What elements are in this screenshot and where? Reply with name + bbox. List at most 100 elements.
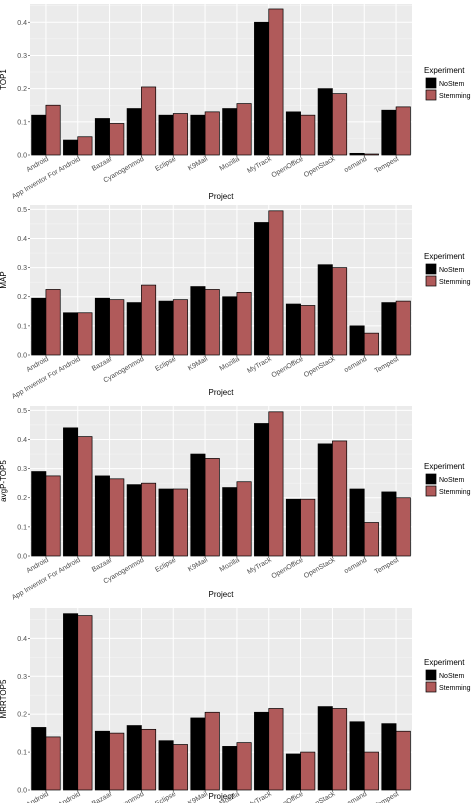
x-tick-label-openstack: OpenStack <box>303 556 337 580</box>
bar-stemming-eclipse <box>172 744 188 791</box>
bar-stemming-bazaar <box>109 123 125 156</box>
x-tick-label-mytrack: MyTrack <box>246 155 273 175</box>
y-axis-title: MRRTOP5 <box>0 679 8 718</box>
bar-nostem-k9mail <box>190 286 206 356</box>
x-tick-label-tempest: Tempest <box>374 156 400 175</box>
y-axis-title: avgP-TOP5 <box>0 460 8 502</box>
y-tick-label: 0.0 <box>17 554 27 561</box>
bar-stemming-mozilla <box>236 742 252 791</box>
legend-key-stemming <box>425 275 437 287</box>
bar-nostem-openstack <box>317 88 333 156</box>
bar-stemming-eclipse <box>172 488 188 557</box>
bar-nostem-android <box>31 471 47 557</box>
y-tick-label: 0.0 <box>17 353 27 360</box>
bar-stemming-k9mail <box>204 458 220 557</box>
bar-nostem-eclipse <box>158 488 174 557</box>
bar-stemming-eclipse <box>172 113 188 156</box>
y-tick-label: 0.1 <box>17 323 27 330</box>
bar-nostem-k9mail <box>190 114 206 156</box>
y-tick-label: 0.1 <box>17 750 27 757</box>
bar-stemming-cyanogenmod <box>141 728 157 791</box>
bar-stemming-mytrack <box>268 8 284 156</box>
bar-stemming-k9mail <box>204 289 220 356</box>
legend-title: Experiment <box>424 462 465 471</box>
legend-key-nostem <box>425 473 437 485</box>
plot-panel <box>30 4 412 155</box>
bar-nostem-bazaar <box>94 297 110 356</box>
bar-stemming-cyanogenmod <box>141 284 157 356</box>
bar-nostem-k9mail <box>190 453 206 557</box>
bar-nostem-tempest <box>381 109 397 156</box>
y-tick-label: 0.2 <box>17 294 27 301</box>
y-tick-label: 0.2 <box>17 495 27 502</box>
bar-nostem-osmand <box>349 721 365 791</box>
x-tick-label-tempest: Tempest <box>374 557 400 576</box>
legend-key-stemming <box>425 485 437 497</box>
bar-nostem-mytrack <box>254 21 270 156</box>
bar-nostem-android <box>31 297 47 356</box>
y-axis-title: TOP1 <box>0 69 8 90</box>
bar-stemming-osmand <box>363 522 379 557</box>
bar-nostem-openstack <box>317 443 333 557</box>
legend-label-nostem: NoStem <box>439 267 464 274</box>
bar-stemming-openoffice <box>300 751 316 791</box>
legend: Experiment NoStem Stemming <box>424 658 471 693</box>
x-tick-label-bazaar: Bazaar <box>91 790 114 803</box>
x-axis-title: Project <box>209 388 235 397</box>
x-tick-label-openstack: OpenStack <box>303 790 337 803</box>
bar-nostem-mozilla <box>222 296 238 356</box>
bar-stemming-osmand <box>363 332 379 356</box>
bar-nostem-openoffice <box>285 498 301 557</box>
bar-stemming-cyanogenmod <box>141 86 157 156</box>
legend-label-stemming: Stemming <box>439 685 471 692</box>
bar-stemming-tempest <box>395 106 411 156</box>
bar-stemming-app-inventor-for-android <box>77 136 93 156</box>
y-tick-label: 0.5 <box>17 207 27 214</box>
bar-nostem-cyanogenmod <box>126 302 142 356</box>
y-tick-label: 0.3 <box>17 53 27 60</box>
legend-label-nostem: NoStem <box>439 477 464 484</box>
y-tick-label: 0.4 <box>17 636 27 643</box>
bar-stemming-openoffice <box>300 305 316 356</box>
x-tick-label-eclipse: Eclipse <box>154 791 177 803</box>
bar-stemming-tempest <box>395 300 411 356</box>
x-tick-label-mozilla: Mozilla <box>219 156 241 173</box>
bar-nostem-k9mail <box>190 717 206 791</box>
plot-panel <box>30 205 412 355</box>
x-tick-label-osmand: osmand <box>343 557 368 576</box>
y-tick-label: 0.4 <box>17 20 27 27</box>
bar-stemming-android <box>45 104 61 156</box>
plot-panel <box>30 406 412 556</box>
x-tick-label-bazaar: Bazaar <box>91 355 114 372</box>
x-tick-label-osmand: osmand <box>343 156 368 175</box>
x-tick-label-openoffice: OpenOffice <box>271 356 305 380</box>
bar-stemming-mozilla <box>236 481 252 557</box>
bar-stemming-bazaar <box>109 478 125 557</box>
x-tick-label-openoffice: OpenOffice <box>271 156 305 180</box>
bar-stemming-k9mail <box>204 711 220 791</box>
bar-stemming-openoffice <box>300 114 316 156</box>
y-tick-label: 0.0 <box>17 788 27 795</box>
bar-nostem-app-inventor-for-android <box>63 427 79 557</box>
bar-nostem-mozilla <box>222 746 238 791</box>
bar-nostem-bazaar <box>94 118 110 156</box>
bar-stemming-mytrack <box>268 411 284 557</box>
y-tick-label: 0.5 <box>17 408 27 415</box>
legend-key-nostem <box>425 77 437 89</box>
y-tick-label: 0.3 <box>17 674 27 681</box>
x-tick-label-tempest: Tempest <box>374 791 400 803</box>
bar-nostem-openoffice <box>285 303 301 356</box>
legend-label-nostem: NoStem <box>439 81 464 88</box>
y-tick-label: 0.4 <box>17 437 27 444</box>
bar-nostem-eclipse <box>158 300 174 356</box>
bar-nostem-bazaar <box>94 475 110 557</box>
x-tick-label-k9mail: K9Mail <box>187 556 209 573</box>
bar-nostem-cyanogenmod <box>126 484 142 557</box>
bar-stemming-eclipse <box>172 299 188 356</box>
bar-nostem-openoffice <box>285 753 301 791</box>
bar-nostem-app-inventor-for-android <box>63 613 79 791</box>
